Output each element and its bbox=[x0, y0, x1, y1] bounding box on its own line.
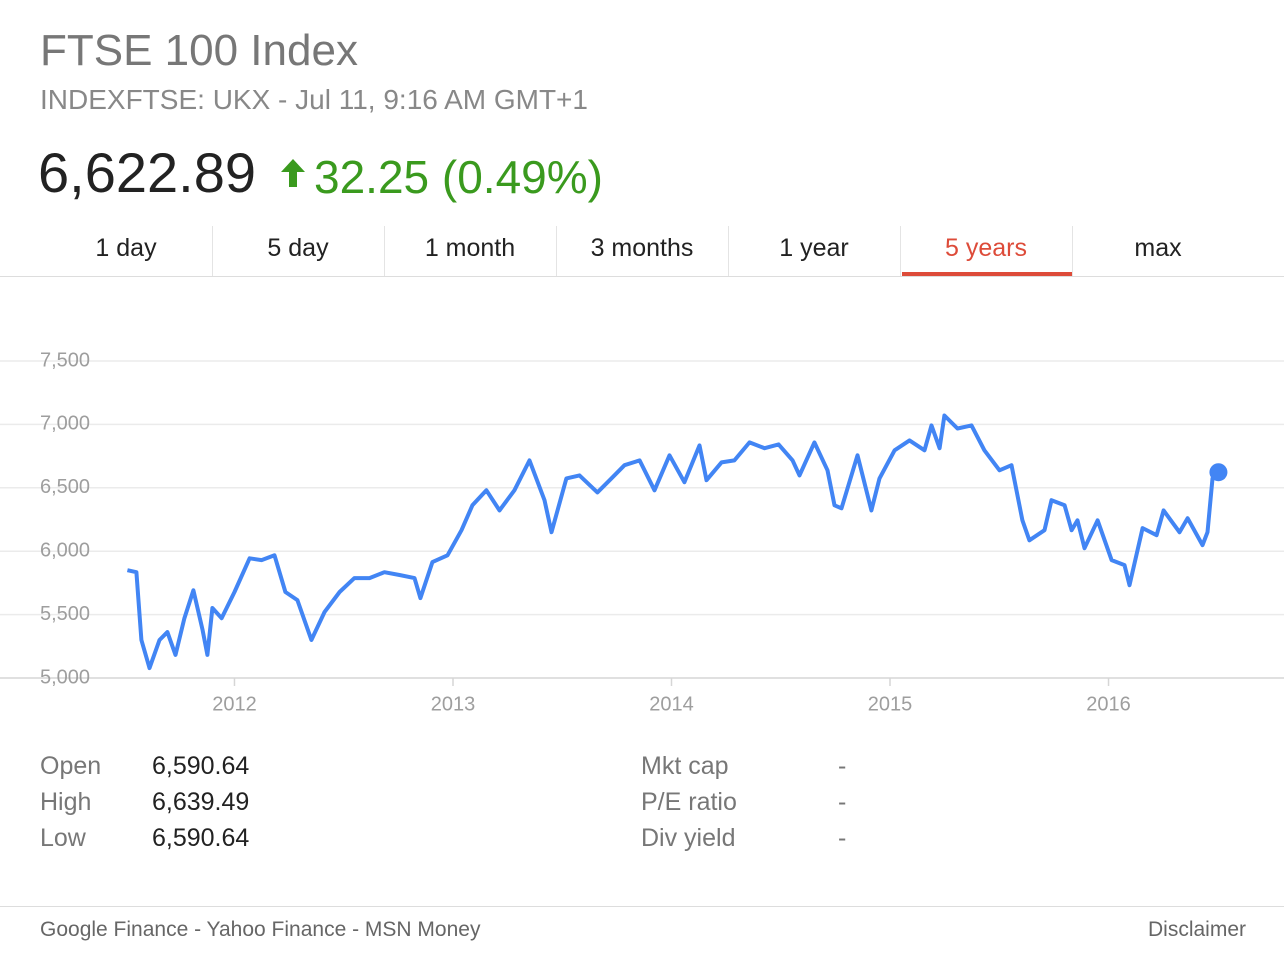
price: 6,622.89 bbox=[38, 141, 256, 204]
stat-label: Div yield bbox=[641, 824, 736, 852]
stat-label: High bbox=[40, 788, 92, 816]
tab-separator bbox=[556, 226, 557, 276]
x-tick-label: 2014 bbox=[649, 693, 694, 715]
x-tick-label: 2015 bbox=[868, 693, 913, 715]
tab-separator bbox=[1072, 226, 1073, 276]
y-tick-label: 6,000 bbox=[40, 539, 90, 561]
tab[interactable]: 1 month bbox=[424, 234, 516, 262]
y-tick-label: 5,000 bbox=[40, 666, 90, 688]
x-tick-label: 2012 bbox=[212, 693, 257, 715]
stat-value: 6,590.64 bbox=[152, 824, 250, 852]
stat-label: Low bbox=[40, 824, 86, 852]
subtitle: INDEXFTSE: UKX - Jul 11, 9:16 AM GMT+1 bbox=[40, 84, 588, 115]
up-arrow bbox=[280, 157, 306, 192]
stat-label: P/E ratio bbox=[641, 788, 737, 816]
stat-label: Open bbox=[40, 752, 102, 780]
tab-separator bbox=[728, 226, 729, 276]
stat-value: 6,639.49 bbox=[152, 788, 250, 816]
stat-label: Mkt cap bbox=[641, 752, 729, 780]
y-tick-label: 7,000 bbox=[40, 413, 90, 435]
tab[interactable]: 3 months bbox=[590, 234, 694, 262]
tab-separator bbox=[212, 226, 213, 276]
x-tick-label: 2013 bbox=[431, 693, 476, 715]
tab-separator bbox=[384, 226, 385, 276]
sources[interactable]: Google Finance - Yahoo Finance - MSN Mon… bbox=[40, 918, 481, 941]
change: 32.25 (0.49%) bbox=[314, 151, 603, 203]
disclaimer[interactable]: Disclaimer bbox=[1147, 918, 1246, 941]
stat-value: - bbox=[838, 788, 847, 816]
arrow-icon bbox=[281, 159, 305, 187]
tab-separator bbox=[900, 226, 901, 276]
y-tick-label: 7,500 bbox=[40, 349, 90, 371]
tab-divider bbox=[0, 276, 1284, 277]
last-point bbox=[1209, 463, 1228, 482]
tab[interactable]: 5 years bbox=[945, 234, 1027, 262]
y-tick-label: 5,500 bbox=[40, 603, 90, 625]
price-line bbox=[126, 413, 1220, 671]
tab-underline bbox=[902, 272, 1072, 276]
stat-value: - bbox=[838, 752, 847, 780]
y-tick-label: 6,500 bbox=[40, 476, 90, 498]
tab[interactable]: 5 day bbox=[267, 234, 329, 262]
title: FTSE 100 Index bbox=[40, 26, 358, 75]
tab[interactable]: 1 day bbox=[95, 234, 157, 262]
tab[interactable]: 1 year bbox=[779, 234, 849, 262]
tab[interactable]: max bbox=[1134, 234, 1182, 262]
x-tick-label: 2016 bbox=[1086, 693, 1131, 715]
footer-divider bbox=[0, 906, 1284, 907]
stat-value: 6,590.64 bbox=[152, 752, 250, 780]
stat-value: - bbox=[838, 824, 847, 852]
